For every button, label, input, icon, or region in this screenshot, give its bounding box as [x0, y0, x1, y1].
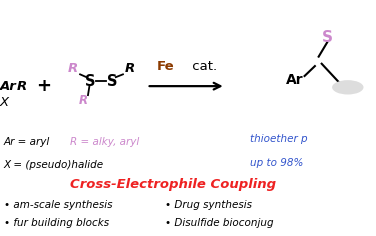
Text: R = alky, aryl: R = alky, aryl — [70, 137, 139, 147]
Ellipse shape — [332, 80, 364, 94]
Text: Ar = aryl: Ar = aryl — [4, 137, 50, 147]
Text: Ar: Ar — [287, 73, 304, 87]
Text: up to 98%: up to 98% — [250, 158, 303, 168]
Text: X = (pseudo)halide: X = (pseudo)halide — [4, 160, 104, 170]
Text: S: S — [107, 74, 117, 89]
Text: • fur building blocks: • fur building blocks — [4, 218, 109, 228]
Text: X: X — [0, 96, 9, 109]
Text: R: R — [68, 62, 79, 75]
Text: • am-scale synthesis: • am-scale synthesis — [4, 200, 112, 210]
Text: R: R — [17, 80, 27, 93]
Text: R: R — [124, 62, 135, 75]
Text: S: S — [85, 74, 96, 89]
Text: thioether p: thioether p — [250, 134, 308, 144]
Text: +: + — [36, 77, 51, 95]
Text: • Drug synthesis: • Drug synthesis — [165, 200, 252, 210]
Text: R: R — [79, 94, 88, 107]
Text: • Disulfide bioconjug: • Disulfide bioconjug — [165, 218, 274, 228]
Text: Ar: Ar — [0, 80, 17, 93]
Text: Cross-Electrophile Coupling: Cross-Electrophile Coupling — [70, 177, 276, 191]
Text: S: S — [321, 30, 333, 45]
Text: Fe: Fe — [157, 59, 175, 73]
Text: cat.: cat. — [188, 59, 217, 73]
